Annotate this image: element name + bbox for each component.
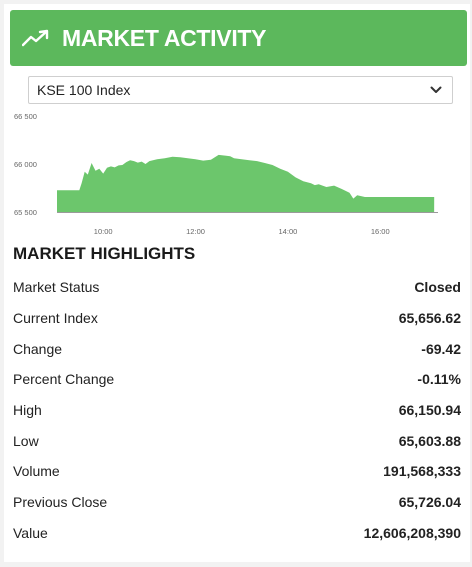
highlight-value: 65,603.88 [398, 432, 461, 449]
market-activity-card: MARKET ACTIVITY KSE 100 Index 66 500 66 0… [4, 4, 470, 562]
highlight-value: -0.11% [417, 371, 461, 388]
index-select-value: KSE 100 Index [37, 82, 131, 98]
highlights-list: Market Status Closed Current Index 65,656.6… [13, 272, 461, 548]
highlight-value: 65,726.04 [398, 494, 461, 511]
highlight-row: Low 65,603.88 [13, 425, 461, 456]
y-tick-label: 66 000 [14, 160, 37, 169]
y-tick-label: 65 500 [14, 208, 37, 217]
highlight-label: Previous Close [13, 494, 108, 511]
highlight-row: Current Index 65,656.62 [13, 303, 461, 334]
highlight-value: 12,606,208,390 [363, 524, 461, 541]
highlight-label: Percent Change [13, 371, 115, 388]
x-tick-label: 16:00 [371, 227, 390, 236]
highlight-label: High [13, 402, 42, 419]
highlight-row: Market Status Closed [13, 272, 461, 303]
page-title: MARKET ACTIVITY [62, 24, 267, 51]
x-tick-label: 10:00 [94, 227, 113, 236]
highlight-row: Percent Change -0.11% [13, 364, 461, 395]
index-select[interactable]: KSE 100 Index [28, 76, 453, 104]
trending-up-icon [22, 27, 52, 49]
highlight-row: Volume 191,568,333 [13, 456, 461, 487]
highlight-label: Current Index [13, 310, 98, 327]
highlight-row: Previous Close 65,726.04 [13, 487, 461, 518]
highlight-label: Market Status [13, 279, 100, 296]
highlight-value: 66,150.94 [398, 402, 461, 419]
highlight-value: 191,568,333 [383, 463, 461, 480]
highlight-label: Value [13, 524, 48, 541]
index-area-series [57, 154, 435, 212]
x-tick-label: 14:00 [279, 227, 298, 236]
x-tick-label: 12:00 [186, 227, 205, 236]
market-highlights-title: MARKET HIGHLIGHTS [13, 244, 196, 263]
highlight-value: Closed [414, 279, 461, 296]
highlight-value: 65,656.62 [398, 310, 461, 327]
index-area-chart: 66 500 66 000 65 500 10:00 12:00 14:00 16:00 [14, 112, 438, 236]
market-activity-header: MARKET ACTIVITY [10, 10, 467, 66]
highlight-label: Volume [13, 463, 60, 480]
chevron-down-icon [430, 83, 444, 97]
highlight-label: Low [13, 432, 39, 449]
y-tick-label: 66 500 [14, 112, 37, 121]
highlight-value: -69.42 [421, 340, 461, 357]
highlight-row: High 66,150.94 [13, 395, 461, 426]
highlight-row: Change -69.42 [13, 333, 461, 364]
highlight-label: Change [13, 340, 63, 357]
highlight-row: Value 12,606,208,390 [13, 518, 461, 549]
